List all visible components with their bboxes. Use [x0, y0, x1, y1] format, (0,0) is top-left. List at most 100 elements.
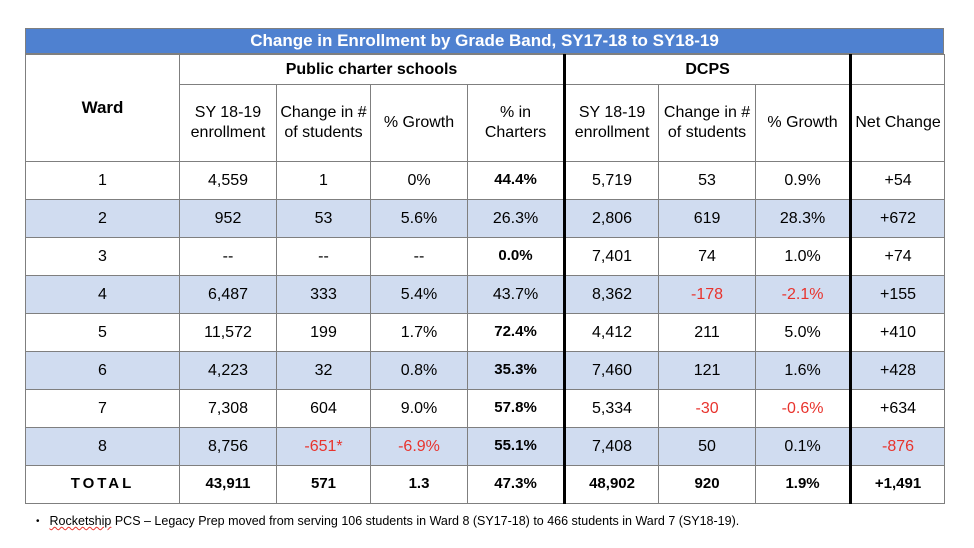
cell-ward: 1 [25, 161, 180, 200]
table-row: 1 4,559 1 0% 44.4% 5,719 53 0.9% +54 [25, 161, 946, 200]
cell-pct-charters: 55.1% [466, 427, 566, 466]
total-dcps-enroll: 48,902 [563, 465, 660, 504]
dcps-change-header: Change in # of students [658, 84, 757, 162]
cell-charter-enroll: 952 [179, 199, 277, 238]
cell-charter-growth: 1.7% [370, 313, 468, 352]
cell-dcps-enroll: 7,460 [563, 351, 660, 390]
cell-ward: 6 [25, 351, 180, 390]
total-charter-growth: 1.3 [370, 465, 468, 504]
cell-net: -876 [849, 427, 946, 466]
cell-pct-charters: 43.7% [466, 275, 566, 314]
cell-ward: 3 [25, 237, 180, 276]
cell-net: +672 [849, 199, 946, 238]
charter-change-header: Change in # of students [276, 84, 371, 162]
cell-ward: 7 [25, 389, 180, 428]
cell-dcps-change: -30 [658, 389, 757, 428]
dcps-growth-header: % Growth [755, 84, 852, 162]
total-dcps-growth: 1.9% [755, 465, 852, 504]
cell-ward: 8 [25, 427, 180, 466]
table-row: 5 11,572 199 1.7% 72.4% 4,412 211 5.0% +410 [25, 313, 946, 352]
cell-charter-enroll: 11,572 [179, 313, 277, 352]
total-charter-enroll: 43,911 [179, 465, 277, 504]
cell-dcps-change: 121 [658, 351, 757, 390]
cell-dcps-growth: -2.1% [755, 275, 852, 314]
cell-dcps-enroll: 5,719 [563, 161, 660, 200]
enrollment-table: Ward Public charter schools DCPS SY 18-1… [25, 54, 946, 504]
cell-charter-change: 53 [276, 199, 371, 238]
net-group-spacer [849, 54, 946, 85]
table-row: 7 7,308 604 9.0% 57.8% 5,334 -30 -0.6% +634 [25, 389, 946, 428]
cell-net: +155 [849, 275, 946, 314]
cell-pct-charters: 57.8% [466, 389, 566, 428]
table-row: 8 8,756 -651* -6.9% 55.1% 7,408 50 0.1% -876 [25, 427, 946, 466]
total-dcps-change: 920 [658, 465, 757, 504]
cell-charter-growth: 5.6% [370, 199, 468, 238]
cell-net: +54 [849, 161, 946, 200]
cell-net: +428 [849, 351, 946, 390]
total-label: TOTAL [25, 465, 180, 504]
cell-charter-enroll: 4,559 [179, 161, 277, 200]
cell-charter-change: 32 [276, 351, 371, 390]
cell-ward: 2 [25, 199, 180, 238]
table-row: 2 952 53 5.6% 26.3% 2,806 619 28.3% +672 [25, 199, 946, 238]
cell-dcps-change: 74 [658, 237, 757, 276]
cell-net: +74 [849, 237, 946, 276]
cell-dcps-change: 211 [658, 313, 757, 352]
cell-charter-enroll: 6,487 [179, 275, 277, 314]
cell-pct-charters: 0.0% [466, 237, 566, 276]
footnote: • Rocketship PCS – Legacy Prep moved fro… [36, 514, 739, 528]
cell-dcps-enroll: 2,806 [563, 199, 660, 238]
cell-dcps-enroll: 7,408 [563, 427, 660, 466]
cell-charter-growth: 5.4% [370, 275, 468, 314]
footnote-underlined-word: Rocketship [49, 514, 112, 528]
dcps-group-header: DCPS [563, 54, 852, 85]
cell-pct-charters: 44.4% [466, 161, 566, 200]
net-change-header: Net Change [849, 84, 946, 162]
cell-dcps-growth: 0.1% [755, 427, 852, 466]
cell-dcps-enroll: 5,334 [563, 389, 660, 428]
cell-dcps-enroll: 7,401 [563, 237, 660, 276]
cell-charter-enroll: 8,756 [179, 427, 277, 466]
cell-pct-charters: 35.3% [466, 351, 566, 390]
table-body: 1 4,559 1 0% 44.4% 5,719 53 0.9% +54 2 952 53 5.6% 26… [25, 161, 946, 466]
total-row: TOTAL 43,911 571 1.3 47.3% 48,902 920 1.… [25, 465, 946, 504]
cell-pct-charters: 26.3% [466, 199, 566, 238]
cell-dcps-enroll: 4,412 [563, 313, 660, 352]
bullet-icon: • [36, 515, 40, 527]
cell-charter-enroll: 7,308 [179, 389, 277, 428]
cell-ward: 5 [25, 313, 180, 352]
cell-charter-change: -651* [276, 427, 371, 466]
cell-pct-charters: 72.4% [466, 313, 566, 352]
cell-dcps-change: 619 [658, 199, 757, 238]
table-row: 6 4,223 32 0.8% 35.3% 7,460 121 1.6% +428 [25, 351, 946, 390]
cell-dcps-growth: 1.0% [755, 237, 852, 276]
dcps-enroll-header: SY 18-19 enrollment [563, 84, 660, 162]
cell-dcps-growth: 5.0% [755, 313, 852, 352]
table-title: Change in Enrollment by Grade Band, SY17… [25, 28, 944, 54]
cell-charter-change: 1 [276, 161, 371, 200]
cell-charter-growth: 0.8% [370, 351, 468, 390]
cell-dcps-growth: 28.3% [755, 199, 852, 238]
charter-group-header: Public charter schools [178, 54, 566, 85]
cell-charter-enroll: 4,223 [179, 351, 277, 390]
table-row: 3 -- -- -- 0.0% 7,401 74 1.0% +74 [25, 237, 946, 276]
cell-charter-growth: -- [370, 237, 468, 276]
cell-dcps-enroll: 8,362 [563, 275, 660, 314]
charter-enroll-header: SY 18-19 enrollment [179, 84, 277, 162]
cell-dcps-change: -178 [658, 275, 757, 314]
cell-charter-growth: 0% [370, 161, 468, 200]
cell-charter-change: 604 [276, 389, 371, 428]
cell-charter-growth: -6.9% [370, 427, 468, 466]
footnote-rest: PCS – Legacy Prep moved from serving 106… [111, 514, 740, 528]
charter-growth-header: % Growth [370, 84, 468, 162]
footnote-text: Rocketship PCS – Legacy Prep moved from … [50, 514, 740, 528]
cell-charter-enroll: -- [179, 237, 277, 276]
cell-dcps-growth: 0.9% [755, 161, 852, 200]
total-pct-charters: 47.3% [466, 465, 566, 504]
cell-net: +634 [849, 389, 946, 428]
ward-header: Ward [25, 54, 180, 162]
cell-charter-change: -- [276, 237, 371, 276]
total-charter-change: 571 [276, 465, 371, 504]
cell-dcps-change: 50 [658, 427, 757, 466]
cell-dcps-growth: 1.6% [755, 351, 852, 390]
